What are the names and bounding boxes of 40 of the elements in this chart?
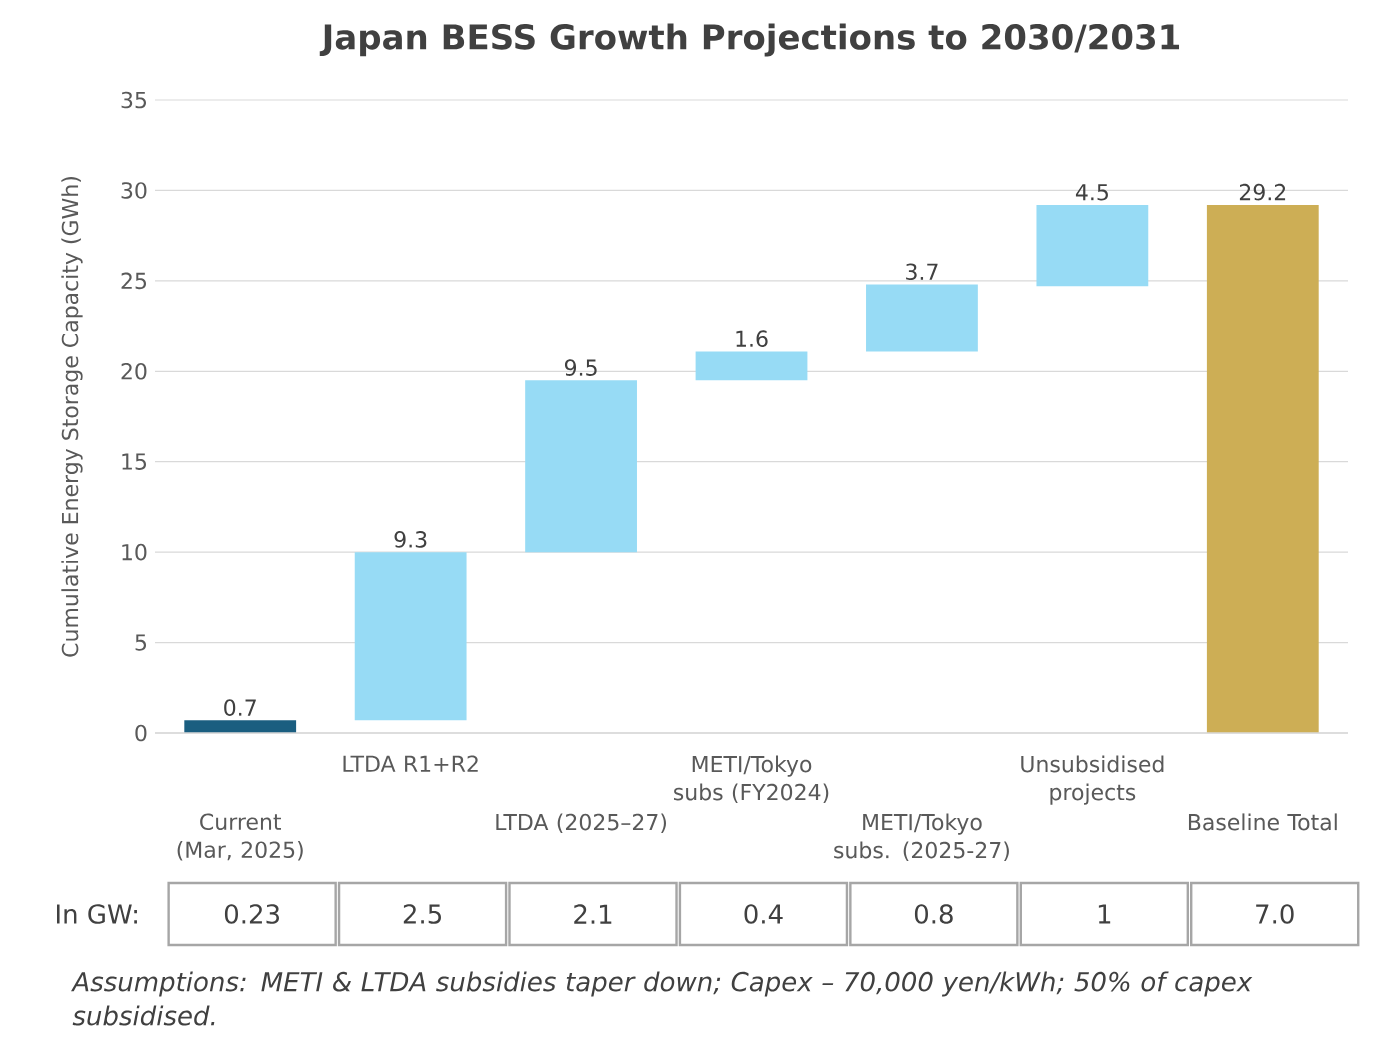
x-tick-label: METI/Tokyo subs (FY2024) — [673, 755, 829, 804]
text: Assumptions: METI & LTDA subsidies taper down; Capex – 70,000 yen/kWh; 50% of capex subsidised. — [71, 971, 1253, 1026]
data-label: 29.2 — [1239, 183, 1286, 201]
x-tick-label: Current (Mar, 2025) — [177, 813, 303, 861]
text: In GW: — [56, 904, 137, 924]
x-tick-label: METI/Tokyo subs. (2025-27) — [834, 813, 1009, 862]
text: 1 — [1098, 904, 1111, 924]
x-tick-label: LTDA R1+R2 — [343, 755, 478, 772]
x-tick-label: LTDA (2025–27) — [496, 813, 667, 833]
text: 2.1 — [574, 904, 612, 924]
data-label: 9.3 — [394, 531, 427, 548]
y-tick-label: 10 — [122, 543, 147, 561]
text: 0.8 — [914, 904, 953, 924]
data-label: 0.7 — [224, 699, 256, 716]
data-label: 9.5 — [564, 359, 597, 376]
chart-title: Japan BESS Growth Projections to 2030/2031 — [319, 23, 1180, 57]
y-tick-label: 25 — [121, 272, 147, 290]
y-tick-label: 5 — [135, 634, 147, 651]
bar — [1036, 204, 1149, 287]
data-label: 1.6 — [736, 330, 768, 347]
bar — [354, 552, 467, 721]
x-tick-label: Unsubsidised projects — [1021, 755, 1164, 805]
bar — [695, 351, 808, 381]
y-tick-label: 0 — [135, 724, 147, 742]
text: 2.5 — [403, 904, 441, 924]
bar — [184, 720, 297, 733]
y-axis-title: Cumulative Energy Storage Capacity (GWh) — [61, 177, 83, 657]
text: 7.0 — [1256, 904, 1294, 924]
y-tick-label: 15 — [122, 453, 147, 470]
y-tick-label: 30 — [121, 182, 147, 199]
bar — [525, 380, 637, 553]
x-tick-label: Baseline Total — [1188, 813, 1337, 831]
bar — [1206, 204, 1319, 733]
y-tick-label: 20 — [121, 362, 147, 380]
text: 0.23 — [224, 904, 279, 924]
data-label: 3.7 — [906, 263, 938, 281]
text: 0.4 — [744, 904, 783, 924]
data-label: 4.5 — [1075, 184, 1108, 201]
bar — [866, 284, 978, 352]
y-tick-label: 35 — [121, 91, 147, 109]
